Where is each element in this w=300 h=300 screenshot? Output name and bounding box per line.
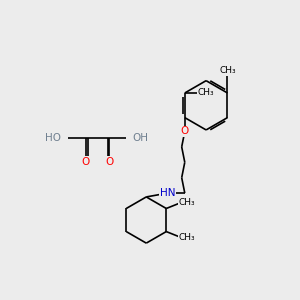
Text: CH₃: CH₃ bbox=[219, 66, 236, 75]
Text: CH₃: CH₃ bbox=[179, 233, 195, 242]
Text: O: O bbox=[82, 157, 90, 166]
Text: HN: HN bbox=[160, 188, 176, 198]
Text: OH: OH bbox=[132, 133, 148, 142]
Text: O: O bbox=[181, 127, 189, 136]
Text: CH₃: CH₃ bbox=[197, 88, 214, 98]
Text: O: O bbox=[105, 157, 113, 166]
Text: CH₃: CH₃ bbox=[179, 198, 195, 207]
Text: HO: HO bbox=[45, 133, 62, 142]
